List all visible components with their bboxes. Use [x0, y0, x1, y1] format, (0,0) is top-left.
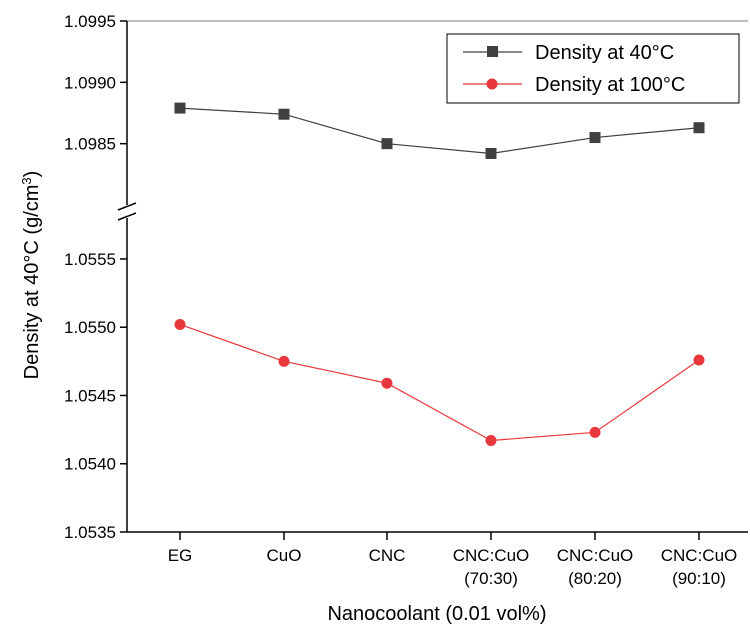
data-point — [589, 426, 601, 438]
y-lower-tick-label: 1.0550 — [64, 318, 116, 337]
series-line-1 — [179, 323, 700, 442]
y-lower-tick-label: 1.0545 — [64, 386, 116, 405]
y-upper-tick-label: 1.0985 — [64, 135, 116, 154]
legend: Density at 40°C Density at 100°C — [446, 33, 740, 104]
data-point — [693, 122, 705, 134]
y-lower-tick-label: 1.0555 — [64, 250, 116, 269]
legend-item-40c: Density at 40°C — [463, 42, 674, 64]
data-point — [174, 318, 186, 330]
data-point — [278, 355, 290, 367]
data-point — [174, 102, 186, 114]
data-point — [589, 132, 601, 144]
plot-area — [117, 20, 748, 533]
legend-marker-circle — [486, 78, 498, 90]
x-axis-title: Nanocoolant (0.01 vol%) — [327, 603, 546, 625]
data-point — [381, 138, 393, 150]
data-point — [278, 108, 290, 120]
y-upper-tick-label: 1.0995 — [64, 12, 116, 31]
legend-marker-square — [487, 46, 498, 57]
series-layer — [174, 102, 705, 447]
data-point — [693, 354, 705, 366]
legend-item-100c: Density at 100°C — [463, 74, 685, 96]
y-ticks: 1.0985 1.0990 1.0995 1.0535 1.0540 1.0545 1.05… — [64, 12, 127, 542]
y-axis-title: Density at 40°C (g/cm3) — [19, 171, 44, 380]
y-upper-tick-label: 1.0990 — [64, 73, 116, 92]
data-point — [381, 377, 393, 389]
data-point — [485, 435, 497, 447]
x-tick-label: CNC:CuO — [453, 546, 530, 565]
x-tick-label: CNC — [369, 546, 406, 565]
data-point — [485, 147, 497, 159]
x-tick-label: EG — [168, 546, 193, 565]
x-tick-label: CNC:CuO — [557, 546, 634, 565]
x-tick-label: CuO — [267, 546, 302, 565]
y-lower-tick-label: 1.0535 — [64, 523, 116, 542]
x-ticks: EG CuO CNC CNC:CuO (70:30) CNC:CuO (80:20) CNC:… — [168, 532, 738, 588]
y-lower-tick-label: 1.0540 — [64, 455, 116, 474]
x-tick-label: (80:20) — [568, 569, 622, 588]
x-tick-label: (90:10) — [672, 569, 726, 588]
legend-box — [446, 33, 740, 104]
legend-label-40c: Density at 40°C — [535, 42, 674, 64]
legend-label-100c: Density at 100°C — [535, 74, 685, 96]
axis-break-mark — [117, 202, 137, 221]
x-tick-label: CNC:CuO — [661, 546, 738, 565]
x-tick-label: (70:30) — [464, 569, 518, 588]
series-line-0 — [179, 107, 700, 155]
